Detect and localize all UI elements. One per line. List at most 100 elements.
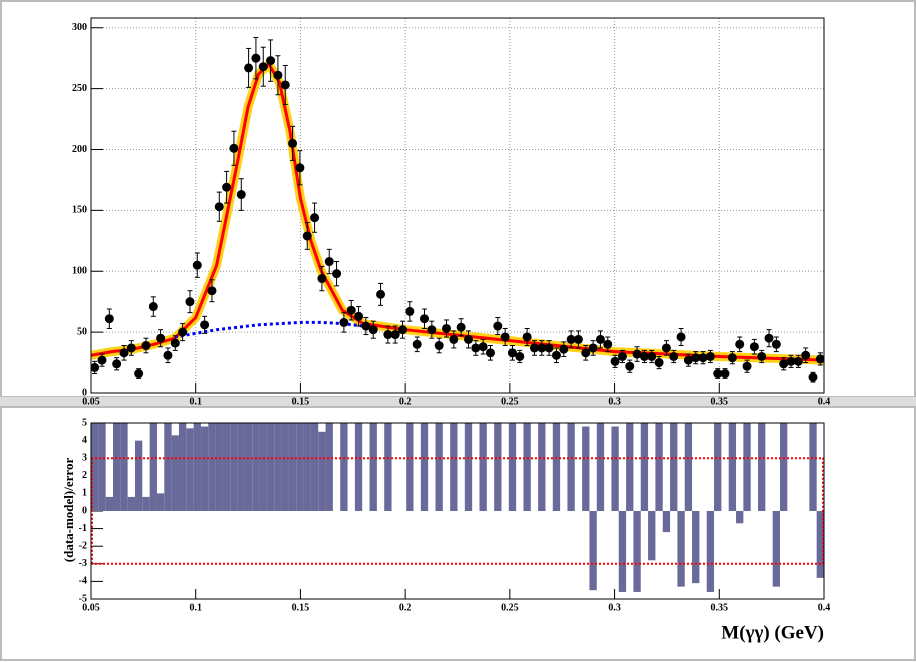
data-point xyxy=(632,349,642,359)
residual-bar xyxy=(633,511,641,592)
residual-bar xyxy=(706,511,715,592)
residual-bar xyxy=(340,423,348,511)
data-point xyxy=(178,327,188,337)
data-point xyxy=(207,286,217,296)
y-tick-label: -2 xyxy=(79,540,87,551)
data-point xyxy=(126,343,136,353)
data-point xyxy=(647,351,657,361)
y-tick-label: 50 xyxy=(77,326,87,337)
residual-bar xyxy=(288,423,297,511)
residual-bar xyxy=(222,423,231,511)
x-tick-label: 0.3 xyxy=(608,396,621,407)
residual-bar xyxy=(208,423,216,511)
data-point xyxy=(573,334,583,344)
y-tick-label: 100 xyxy=(72,266,87,277)
data-point xyxy=(654,358,664,368)
residual-bar xyxy=(479,423,487,511)
x-tick-label: 0.1 xyxy=(189,602,202,613)
residual-bar xyxy=(200,426,209,511)
data-point xyxy=(346,305,356,315)
residual-bar xyxy=(494,423,502,511)
residual-bar xyxy=(743,423,751,511)
data-point xyxy=(471,343,481,353)
data-point xyxy=(170,338,180,348)
data-point xyxy=(493,321,503,331)
residual-bar xyxy=(670,423,678,511)
data-point xyxy=(537,343,547,353)
residual-bar xyxy=(98,423,106,511)
data-point xyxy=(801,350,811,360)
data-point xyxy=(332,269,342,279)
residual-bar xyxy=(112,423,121,511)
plot-frame xyxy=(90,422,825,600)
data-point xyxy=(148,302,158,312)
data-point xyxy=(185,297,195,307)
data-point xyxy=(478,342,488,352)
residual-bar xyxy=(420,423,429,511)
residual-bar xyxy=(640,423,649,511)
data-point xyxy=(236,190,246,200)
residual-bar xyxy=(384,423,392,511)
data-point xyxy=(617,351,627,361)
data-point xyxy=(463,334,473,344)
y-tick-label: -3 xyxy=(79,558,87,569)
residual-bar xyxy=(369,423,377,511)
data-point xyxy=(442,323,452,333)
x-axis-label: M(γγ) (GeV) xyxy=(721,622,824,643)
residual-bar xyxy=(538,423,546,511)
data-point xyxy=(500,332,510,342)
data-point xyxy=(683,355,693,365)
x-tick-label: 0.25 xyxy=(501,396,519,407)
data-point xyxy=(610,356,620,366)
data-point xyxy=(163,350,173,360)
data-point xyxy=(420,314,430,324)
residual-bar xyxy=(714,423,722,511)
x-tick-label: 0.15 xyxy=(292,602,310,613)
data-point xyxy=(808,372,818,382)
x-tick-label: 0.05 xyxy=(82,602,100,613)
data-point xyxy=(288,138,298,148)
data-point xyxy=(757,351,767,361)
residual-bar xyxy=(237,423,245,511)
residual-bar xyxy=(508,423,517,511)
y-tick-label: 250 xyxy=(72,83,87,94)
data-point xyxy=(698,353,708,363)
data-point xyxy=(266,56,276,66)
data-point xyxy=(559,344,569,354)
residual-bar xyxy=(252,423,260,511)
x-tick-label: 0.35 xyxy=(711,396,729,407)
x-tick-label: 0.3 xyxy=(608,602,621,613)
y-tick-label: 0 xyxy=(82,505,87,516)
residual-bar xyxy=(105,496,113,511)
residual-bar xyxy=(325,423,333,511)
x-tick-label: 0.4 xyxy=(818,602,831,613)
data-point xyxy=(581,348,591,358)
residual-bar xyxy=(655,423,663,511)
data-point xyxy=(119,348,129,358)
data-point xyxy=(735,339,745,349)
data-point xyxy=(676,332,686,342)
data-point xyxy=(713,369,723,379)
background-line xyxy=(174,320,364,339)
residual-bar xyxy=(809,423,817,511)
data-point xyxy=(551,350,561,360)
data-point xyxy=(383,330,393,340)
residual-bar xyxy=(684,423,693,511)
y-tick-label: 0 xyxy=(82,387,87,398)
y-tick-label: -4 xyxy=(79,576,87,587)
data-point xyxy=(625,361,635,371)
residual-bar xyxy=(692,511,700,584)
data-point xyxy=(405,306,415,316)
data-point xyxy=(588,343,598,353)
residual-bar xyxy=(523,423,531,511)
data-point xyxy=(727,353,737,363)
residual-bar xyxy=(244,423,253,511)
data-point xyxy=(273,70,283,80)
data-point xyxy=(244,63,254,73)
x-tick-label: 0.1 xyxy=(189,396,202,407)
residual-bar xyxy=(186,428,194,511)
residual-bar xyxy=(171,435,179,511)
residual-bar xyxy=(758,423,766,511)
y-tick-label: 1 xyxy=(82,488,87,499)
residual-bar xyxy=(142,496,150,511)
